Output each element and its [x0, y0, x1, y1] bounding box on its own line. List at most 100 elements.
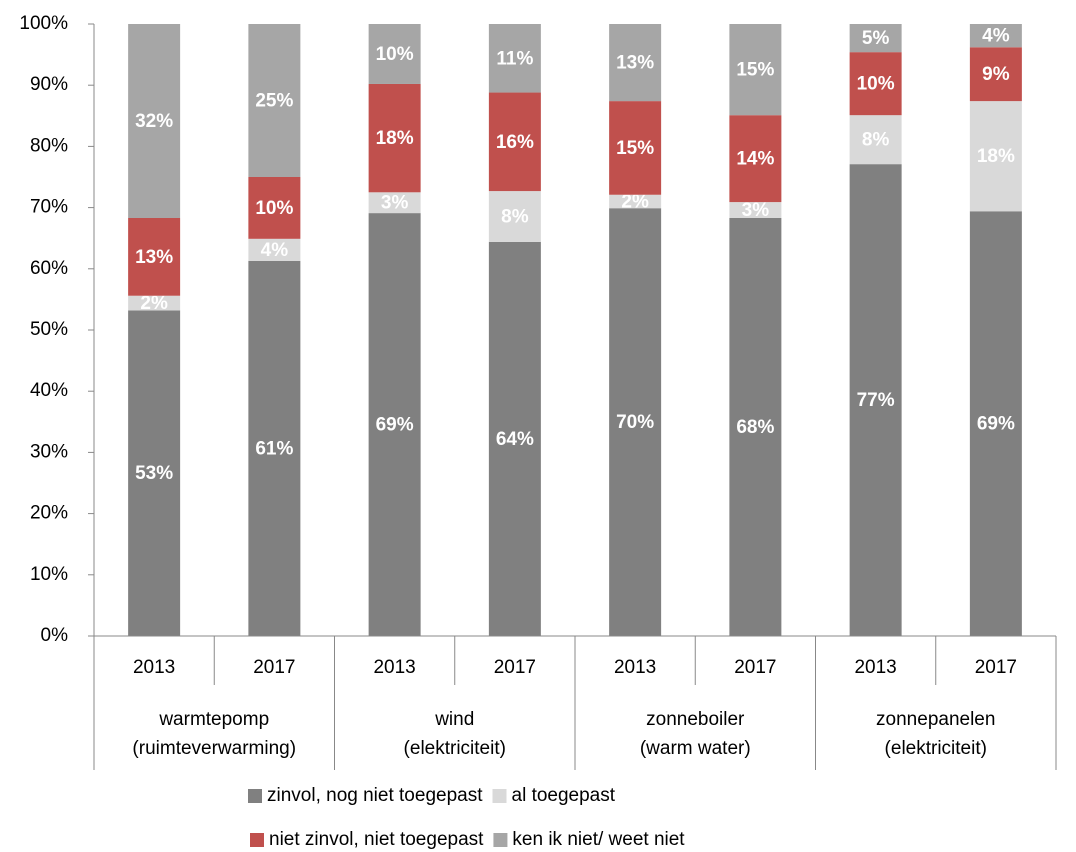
value-label: 77%	[857, 390, 895, 411]
bar-segment	[488, 191, 541, 242]
legend-swatch	[493, 833, 508, 847]
bar-segment	[609, 24, 662, 102]
y-tick-label: 80%	[30, 135, 68, 156]
legend-label: al toegepast	[512, 785, 616, 806]
bar-segment	[368, 213, 421, 636]
y-tick-label: 100%	[19, 13, 68, 34]
bar-segment	[849, 52, 902, 116]
value-label: 25%	[255, 91, 293, 112]
bar-segment	[969, 24, 1022, 48]
value-label: 10%	[255, 198, 293, 219]
value-label: 69%	[977, 414, 1015, 435]
bar-segment	[248, 238, 301, 261]
y-tick-label: 0%	[41, 625, 69, 646]
value-label: 70%	[616, 412, 654, 433]
x-tick-label: 2017	[734, 657, 776, 678]
value-label: 16%	[496, 132, 534, 153]
bar-segment	[969, 211, 1022, 636]
bar-segment	[609, 101, 662, 195]
group-label: zonneboiler	[646, 709, 745, 730]
value-label: 5%	[862, 28, 890, 49]
bar-segment	[849, 115, 902, 165]
bar-segment	[488, 241, 541, 636]
value-label: 8%	[862, 130, 890, 151]
bar-segment	[729, 202, 782, 219]
y-tick-label: 60%	[30, 258, 68, 279]
value-label: 69%	[376, 415, 414, 436]
value-label: 13%	[616, 53, 654, 74]
value-label: 2%	[621, 191, 649, 212]
value-label: 13%	[135, 247, 173, 268]
bar-segment	[128, 24, 181, 219]
bar-segment	[488, 92, 541, 192]
value-label: 4%	[261, 240, 289, 261]
group-label: (warm water)	[640, 738, 751, 759]
group-label: (ruimteverwarming)	[132, 738, 296, 759]
group-label: (elektriciteit)	[404, 738, 506, 759]
y-tick-label: 20%	[30, 503, 68, 524]
value-label: 3%	[381, 193, 409, 214]
bar-segment	[849, 24, 902, 53]
value-label: 3%	[742, 200, 770, 221]
value-label: 4%	[982, 26, 1010, 47]
legend-swatch	[248, 789, 262, 803]
legend-swatch	[250, 833, 264, 847]
bar-segment	[488, 24, 541, 93]
bar-segment	[368, 24, 421, 84]
legend-label: zinvol, nog niet toegepast	[267, 785, 483, 806]
bar-segment	[128, 218, 181, 296]
x-tick-label: 2013	[854, 657, 896, 678]
y-tick-label: 40%	[30, 380, 68, 401]
bar-segment	[729, 115, 782, 203]
value-label: 53%	[135, 463, 173, 484]
value-label: 2%	[140, 293, 168, 314]
group-label: warmtepomp	[158, 709, 269, 730]
value-label: 15%	[736, 60, 774, 81]
bar-segment	[248, 177, 301, 239]
value-label: 8%	[501, 206, 529, 227]
x-tick-label: 2017	[975, 657, 1017, 678]
x-tick-label: 2017	[494, 657, 536, 678]
value-label: 18%	[376, 128, 414, 149]
bar-segment	[609, 208, 662, 636]
bar-segment	[248, 260, 301, 636]
bar-segment	[128, 310, 181, 636]
x-tick-label: 2013	[373, 657, 415, 678]
value-label: 11%	[496, 48, 533, 69]
y-tick-label: 50%	[30, 319, 68, 340]
value-label: 64%	[496, 429, 534, 450]
group-label: wind	[434, 709, 474, 730]
legend-label: niet zinvol, niet toegepast	[269, 829, 484, 850]
value-label: 14%	[736, 149, 774, 170]
bar-segment	[729, 218, 782, 636]
bar-segment	[969, 101, 1022, 212]
bar-segment	[729, 24, 782, 116]
bar-segment	[368, 192, 421, 214]
bar-segment	[368, 83, 421, 193]
legend-label: ken ik niet/ weet niet	[512, 829, 685, 850]
value-label: 68%	[736, 417, 774, 438]
value-label: 10%	[857, 74, 895, 95]
y-tick-label: 70%	[30, 197, 68, 218]
value-label: 18%	[977, 146, 1015, 167]
x-tick-label: 2013	[133, 657, 175, 678]
bar-segment	[248, 24, 301, 177]
bar-segment	[609, 194, 662, 209]
value-label: 15%	[616, 138, 654, 159]
value-label: 32%	[135, 111, 173, 132]
group-label: zonnepanelen	[876, 709, 995, 730]
value-label: 61%	[255, 438, 293, 459]
x-tick-label: 2017	[253, 657, 295, 678]
bar-segment	[969, 47, 1022, 102]
bar-segment	[849, 164, 902, 636]
value-label: 9%	[982, 64, 1010, 85]
y-tick-label: 30%	[30, 441, 68, 462]
bar-segment	[128, 295, 181, 311]
legend-swatch	[492, 789, 507, 803]
y-tick-label: 10%	[30, 564, 68, 585]
value-label: 10%	[376, 44, 414, 65]
y-tick-label: 90%	[30, 74, 68, 95]
group-label: (elektriciteit)	[885, 738, 987, 759]
x-tick-label: 2013	[614, 657, 656, 678]
